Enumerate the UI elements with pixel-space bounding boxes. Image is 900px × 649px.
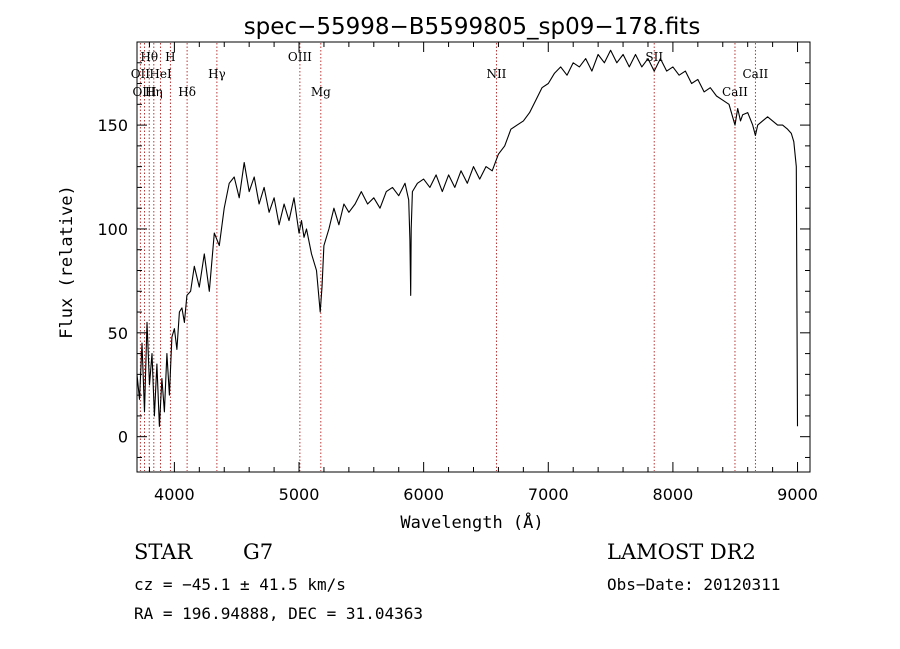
spectral-line-label: H [165,50,175,64]
spectral-line-label: Hη [145,85,163,99]
spectral-line-label: NII [486,67,506,81]
x-tick-label: 4000 [154,485,195,504]
spectral-line-label: Hθ [140,50,158,64]
plot-frame [136,41,811,473]
spectral-line-label: Mg [311,85,331,99]
x-tick-label: 9000 [777,485,818,504]
axis-ticks: 4000 5000 6000 7000 8000 9000 0 50 100 150 [97,42,818,504]
y-tick-label: 100 [97,220,128,239]
object-class: STAR [134,540,193,564]
spectral-line-label: Hγ [208,67,226,81]
obs-date-text: Obs−Date: 20120311 [607,575,780,594]
spectral-line-label: SII [645,50,663,64]
spectral-line-label: Hδ [178,85,196,99]
y-tick-label: 150 [97,116,128,135]
spectral-line-label: OIII [132,85,156,99]
x-tick-label: 7000 [528,485,569,504]
x-tick-label: 5000 [279,485,320,504]
redshift-text: cz = −45.1 ± 41.5 km/s [134,575,346,594]
y-axis-label: Flux (relative) [57,185,77,339]
spectral-line-label: HeI [149,67,172,81]
chart-title: spec−55998−B5599805_sp09−178.fits [244,14,701,40]
spectral-line-label: OII [131,67,151,81]
x-tick-label: 8000 [653,485,694,504]
y-tick-label: 0 [118,428,128,447]
survey-name: LAMOST DR2 [607,540,756,564]
x-tick-label: 6000 [403,485,444,504]
spectral-line-label: OIII [288,50,312,64]
spectrum-series-line [136,49,799,427]
x-axis-label: Wavelength (Å) [400,511,543,533]
spectral-line-label: CaII [722,85,748,99]
y-tick-label: 50 [108,324,128,343]
object-subclass: G7 [243,540,273,564]
coordinates-text: RA = 196.94888, DEC = 31.04363 [134,604,423,623]
spectral-line-label: CaII [742,67,768,81]
